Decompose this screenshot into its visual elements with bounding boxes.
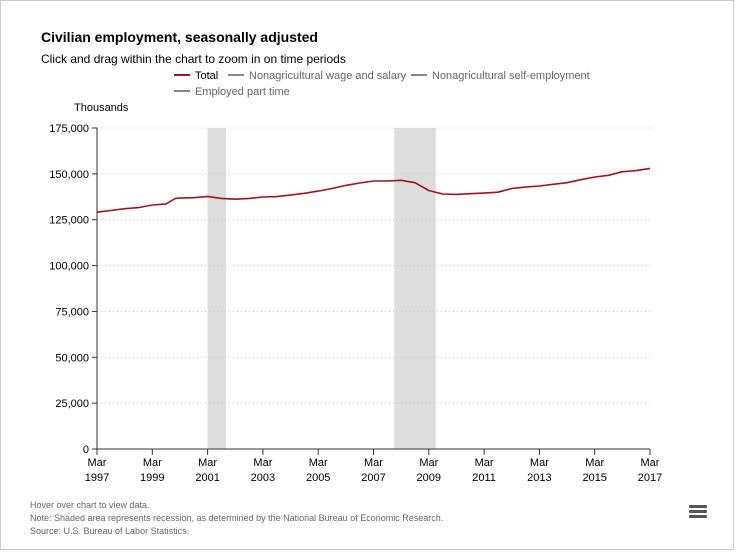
x-tick-label-month: Mar: [253, 457, 272, 469]
menu-bar: [689, 510, 707, 513]
x-tick-label-year: 1999: [140, 472, 164, 484]
x-tick-label-year: 2009: [417, 472, 441, 484]
x-tick-label-year: 2011: [472, 472, 496, 484]
legend-swatch-total: [174, 74, 190, 77]
legend-label: Nonagricultural self-employment: [432, 70, 590, 83]
x-tick-label-month: Mar: [585, 457, 604, 469]
y-tick-label: 50,000: [55, 352, 89, 364]
x-tick-label-month: Mar: [419, 457, 438, 469]
y-tick-label: 75,000: [55, 306, 89, 318]
y-tick-label: 150,000: [49, 169, 89, 181]
y-tick-label: 125,000: [49, 215, 89, 227]
legend-swatch-nonag-wage-salary: [228, 74, 244, 77]
x-tick-label-year: 2005: [306, 472, 330, 484]
x-tick-label-month: Mar: [309, 457, 328, 469]
series-lines: [96, 167, 651, 213]
y-tick-label: 25,000: [55, 398, 89, 410]
x-tick-label-month: Mar: [641, 457, 660, 469]
menu-bar: [689, 515, 707, 518]
legend-item-nonag-self-employment[interactable]: Nonagricultural self-employment: [411, 70, 590, 82]
axes: 0 25,000 50,000 75,000 100,000 125,000 150,000…: [49, 123, 662, 484]
recession-band: [207, 128, 227, 449]
y-tick-label: 175,000: [49, 123, 89, 135]
recession-note: Note: Shaded area represents recession, …: [30, 513, 444, 523]
x-tick-label-year: 1997: [85, 472, 109, 484]
legend-item-total[interactable]: Total: [174, 70, 218, 82]
legend-item-part-time[interactable]: Employed part time: [174, 86, 290, 98]
legend-label: Nonagricultural wage and salary: [249, 70, 407, 83]
hamburger-menu-icon[interactable]: [689, 505, 707, 521]
recession-bands: [207, 128, 436, 449]
hover-hint: Hover over chart to view data.: [30, 500, 150, 510]
menu-bar: [689, 505, 707, 508]
legend-label: Employed part time: [195, 86, 290, 99]
x-tick-label-month: Mar: [364, 457, 383, 469]
chart-subtitle: Click and drag within the chart to zoom …: [41, 52, 346, 66]
y-tick-label: 0: [83, 444, 89, 456]
x-tick-label-month: Mar: [198, 457, 217, 469]
legend-label: Total: [195, 70, 219, 83]
x-tick-label-year: 2015: [582, 472, 606, 484]
x-tick-label-year: 2017: [638, 472, 662, 484]
source-note: Source: U.S. Bureau of Labor Statistics.: [30, 526, 190, 536]
recession-band: [394, 128, 436, 449]
x-tick-label-year: 2013: [527, 472, 551, 484]
legend-swatch-nonag-self-employment: [411, 74, 427, 77]
x-tick-label-month: Mar: [143, 457, 162, 469]
y-axis-title: Thousands: [74, 102, 129, 114]
x-tick-label-month: Mar: [88, 457, 107, 469]
legend-item-nonag-wage-salary[interactable]: Nonagricultural wage and salary: [228, 70, 406, 82]
chart-notes: Hover over chart to view data. Note: Sha…: [30, 499, 443, 538]
x-tick-label-month: Mar: [475, 457, 494, 469]
x-tick-label-year: 2007: [361, 472, 385, 484]
legend-swatch-part-time: [174, 90, 190, 93]
x-tick-label-year: 2001: [195, 472, 219, 484]
x-tick-label-year: 2003: [251, 472, 275, 484]
x-tick-label-month: Mar: [530, 457, 549, 469]
gridlines: [97, 127, 650, 404]
series-line-total: [96, 167, 651, 213]
chart-title: Civilian employment, seasonally adjusted: [41, 29, 318, 45]
y-tick-label: 100,000: [49, 261, 89, 273]
